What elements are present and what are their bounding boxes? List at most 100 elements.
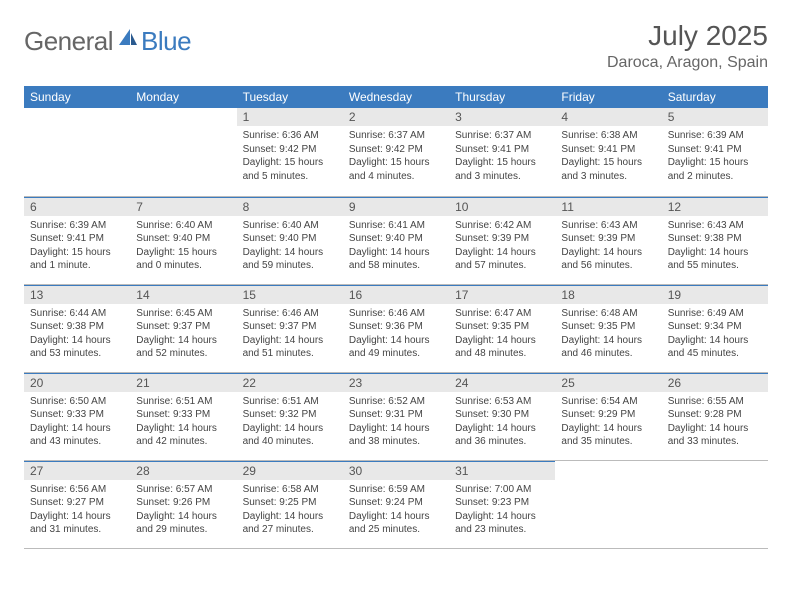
- day-number: 4: [555, 108, 661, 126]
- daylight-text: Daylight: 14 hours and 46 minutes.: [561, 334, 655, 361]
- day-number: 6: [24, 197, 130, 216]
- calendar-cell: 21Sunrise: 6:51 AMSunset: 9:33 PMDayligh…: [130, 372, 236, 460]
- sunset-text: Sunset: 9:35 PM: [455, 320, 549, 334]
- daylight-text: Daylight: 15 hours and 2 minutes.: [668, 156, 762, 183]
- daylight-text: Daylight: 14 hours and 31 minutes.: [30, 510, 124, 537]
- day-number: 12: [662, 197, 768, 216]
- sunrise-text: Sunrise: 6:43 AM: [561, 219, 655, 233]
- sunrise-text: Sunrise: 6:53 AM: [455, 395, 549, 409]
- daylight-text: Daylight: 15 hours and 0 minutes.: [136, 246, 230, 273]
- sunrise-text: Sunrise: 6:44 AM: [30, 307, 124, 321]
- day-header: Tuesday: [237, 86, 343, 108]
- title-block: July 2025 Daroca, Aragon, Spain: [607, 20, 768, 72]
- calendar-cell: 16Sunrise: 6:46 AMSunset: 9:36 PMDayligh…: [343, 284, 449, 372]
- day-number: 31: [449, 461, 555, 480]
- day-number: 24: [449, 373, 555, 392]
- sunrise-text: Sunrise: 6:48 AM: [561, 307, 655, 321]
- sunset-text: Sunset: 9:23 PM: [455, 496, 549, 510]
- day-data: Sunrise: 6:43 AMSunset: 9:38 PMDaylight:…: [662, 216, 768, 279]
- calendar-cell: 3Sunrise: 6:37 AMSunset: 9:41 PMDaylight…: [449, 108, 555, 196]
- day-number: 23: [343, 373, 449, 392]
- header: General Blue July 2025 Daroca, Aragon, S…: [24, 20, 768, 72]
- calendar-cell: 8Sunrise: 6:40 AMSunset: 9:40 PMDaylight…: [237, 196, 343, 284]
- calendar-row: 27Sunrise: 6:56 AMSunset: 9:27 PMDayligh…: [24, 460, 768, 548]
- daylight-text: Daylight: 14 hours and 33 minutes.: [668, 422, 762, 449]
- day-data: Sunrise: 6:58 AMSunset: 9:25 PMDaylight:…: [237, 480, 343, 543]
- calendar-cell: 25Sunrise: 6:54 AMSunset: 9:29 PMDayligh…: [555, 372, 661, 460]
- sunrise-text: Sunrise: 6:54 AM: [561, 395, 655, 409]
- calendar-row: 6Sunrise: 6:39 AMSunset: 9:41 PMDaylight…: [24, 196, 768, 284]
- day-data: Sunrise: 6:41 AMSunset: 9:40 PMDaylight:…: [343, 216, 449, 279]
- day-header-row: SundayMondayTuesdayWednesdayThursdayFrid…: [24, 86, 768, 108]
- sunset-text: Sunset: 9:41 PM: [455, 143, 549, 157]
- day-data: Sunrise: 6:51 AMSunset: 9:33 PMDaylight:…: [130, 392, 236, 455]
- sunrise-text: Sunrise: 6:41 AM: [349, 219, 443, 233]
- day-data: Sunrise: 6:51 AMSunset: 9:32 PMDaylight:…: [237, 392, 343, 455]
- calendar-cell: 1Sunrise: 6:36 AMSunset: 9:42 PMDaylight…: [237, 108, 343, 196]
- day-number: 5: [662, 108, 768, 126]
- sunset-text: Sunset: 9:42 PM: [349, 143, 443, 157]
- sunset-text: Sunset: 9:33 PM: [30, 408, 124, 422]
- day-number: 10: [449, 197, 555, 216]
- sunset-text: Sunset: 9:31 PM: [349, 408, 443, 422]
- sunrise-text: Sunrise: 6:42 AM: [455, 219, 549, 233]
- calendar-cell-empty: [555, 460, 661, 548]
- calendar-cell: 30Sunrise: 6:59 AMSunset: 9:24 PMDayligh…: [343, 460, 449, 548]
- day-header-label: Sunday: [24, 86, 130, 108]
- calendar-cell: 24Sunrise: 6:53 AMSunset: 9:30 PMDayligh…: [449, 372, 555, 460]
- daylight-text: Daylight: 14 hours and 56 minutes.: [561, 246, 655, 273]
- sunrise-text: Sunrise: 6:43 AM: [668, 219, 762, 233]
- calendar-cell: 11Sunrise: 6:43 AMSunset: 9:39 PMDayligh…: [555, 196, 661, 284]
- day-number: 16: [343, 285, 449, 304]
- brand-part1: General: [24, 26, 113, 57]
- day-number: 14: [130, 285, 236, 304]
- calendar-cell-empty: [662, 460, 768, 548]
- sunset-text: Sunset: 9:39 PM: [561, 232, 655, 246]
- day-number: 9: [343, 197, 449, 216]
- month-title: July 2025: [607, 20, 768, 52]
- day-header-label: Friday: [555, 86, 661, 108]
- day-data: Sunrise: 6:39 AMSunset: 9:41 PMDaylight:…: [662, 126, 768, 189]
- daylight-text: Daylight: 15 hours and 4 minutes.: [349, 156, 443, 183]
- daylight-text: Daylight: 14 hours and 36 minutes.: [455, 422, 549, 449]
- day-number: 1: [237, 108, 343, 126]
- sunset-text: Sunset: 9:38 PM: [30, 320, 124, 334]
- calendar-cell: 12Sunrise: 6:43 AMSunset: 9:38 PMDayligh…: [662, 196, 768, 284]
- daylight-text: Daylight: 14 hours and 27 minutes.: [243, 510, 337, 537]
- sunrise-text: Sunrise: 6:49 AM: [668, 307, 762, 321]
- location: Daroca, Aragon, Spain: [607, 54, 768, 72]
- calendar-cell: 29Sunrise: 6:58 AMSunset: 9:25 PMDayligh…: [237, 460, 343, 548]
- daylight-text: Daylight: 14 hours and 59 minutes.: [243, 246, 337, 273]
- sunset-text: Sunset: 9:42 PM: [243, 143, 337, 157]
- day-data: Sunrise: 6:53 AMSunset: 9:30 PMDaylight:…: [449, 392, 555, 455]
- sunset-text: Sunset: 9:36 PM: [349, 320, 443, 334]
- calendar-cell: 2Sunrise: 6:37 AMSunset: 9:42 PMDaylight…: [343, 108, 449, 196]
- day-number: 21: [130, 373, 236, 392]
- daylight-text: Daylight: 14 hours and 42 minutes.: [136, 422, 230, 449]
- calendar-cell: 20Sunrise: 6:50 AMSunset: 9:33 PMDayligh…: [24, 372, 130, 460]
- day-data: Sunrise: 6:54 AMSunset: 9:29 PMDaylight:…: [555, 392, 661, 455]
- day-number: 7: [130, 197, 236, 216]
- daylight-text: Daylight: 15 hours and 5 minutes.: [243, 156, 337, 183]
- sunset-text: Sunset: 9:41 PM: [30, 232, 124, 246]
- sunrise-text: Sunrise: 6:50 AM: [30, 395, 124, 409]
- day-number: 27: [24, 461, 130, 480]
- day-data: Sunrise: 6:37 AMSunset: 9:42 PMDaylight:…: [343, 126, 449, 189]
- brand-part2: Blue: [141, 26, 191, 57]
- day-number: 15: [237, 285, 343, 304]
- daylight-text: Daylight: 14 hours and 53 minutes.: [30, 334, 124, 361]
- sunrise-text: Sunrise: 6:56 AM: [30, 483, 124, 497]
- daylight-text: Daylight: 14 hours and 52 minutes.: [136, 334, 230, 361]
- sunset-text: Sunset: 9:40 PM: [243, 232, 337, 246]
- calendar-cell: 18Sunrise: 6:48 AMSunset: 9:35 PMDayligh…: [555, 284, 661, 372]
- day-data: Sunrise: 6:59 AMSunset: 9:24 PMDaylight:…: [343, 480, 449, 543]
- sunset-text: Sunset: 9:29 PM: [561, 408, 655, 422]
- day-data: Sunrise: 6:55 AMSunset: 9:28 PMDaylight:…: [662, 392, 768, 455]
- sunset-text: Sunset: 9:41 PM: [668, 143, 762, 157]
- sunrise-text: Sunrise: 6:57 AM: [136, 483, 230, 497]
- sunrise-text: Sunrise: 6:55 AM: [668, 395, 762, 409]
- day-header: Wednesday: [343, 86, 449, 108]
- sunrise-text: Sunrise: 6:51 AM: [136, 395, 230, 409]
- day-data: Sunrise: 6:37 AMSunset: 9:41 PMDaylight:…: [449, 126, 555, 189]
- sunrise-text: Sunrise: 7:00 AM: [455, 483, 549, 497]
